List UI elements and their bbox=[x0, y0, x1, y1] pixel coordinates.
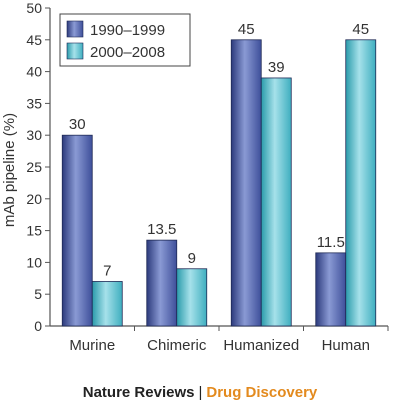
legend-label: 1990–1999 bbox=[90, 22, 165, 39]
journal-name: Drug Discovery bbox=[206, 384, 318, 401]
y-tick-label: 45 bbox=[26, 32, 42, 48]
data-label: 45 bbox=[238, 21, 255, 38]
bar-0-1 bbox=[146, 239, 178, 327]
y-tick-label: 5 bbox=[34, 286, 42, 302]
publisher-name: Nature Reviews bbox=[82, 384, 195, 401]
bars: 30 7 13.5 9 45 39 11.5 45 bbox=[61, 21, 377, 327]
bar-0-3 bbox=[315, 252, 347, 327]
legend-swatch bbox=[66, 42, 84, 60]
x-tick-label: Humanized bbox=[223, 337, 299, 354]
data-label: 7 bbox=[103, 262, 111, 279]
bar-1-2 bbox=[260, 77, 292, 327]
legend: 1990–1999 2000–2008 bbox=[59, 13, 191, 67]
y-tick-label: 30 bbox=[26, 127, 42, 143]
bar-0-0 bbox=[61, 134, 93, 327]
data-label: 9 bbox=[188, 250, 196, 267]
axes: 0 5 10 15 20 25 30 35 40 45 50 Murine Chimeric Humani… bbox=[26, 0, 389, 354]
y-tick-label: 20 bbox=[26, 191, 42, 207]
y-tick-label: 40 bbox=[26, 64, 42, 80]
bar-chart: 0 5 10 15 20 25 30 35 40 45 50 Murine Chimeric Humani… bbox=[1, 0, 389, 354]
footer: Nature Reviews | Drug Discovery bbox=[0, 384, 400, 406]
y-tick-label: 35 bbox=[26, 95, 42, 111]
y-tick-label: 0 bbox=[34, 318, 42, 334]
y-tick-label: 25 bbox=[26, 159, 42, 175]
legend-label: 2000–2008 bbox=[90, 44, 165, 61]
bar-1-0 bbox=[91, 281, 123, 327]
data-label: 30 bbox=[69, 116, 86, 133]
y-tick-label: 15 bbox=[26, 223, 42, 239]
data-label: 11.5 bbox=[317, 234, 345, 251]
bar-1-3 bbox=[345, 39, 377, 327]
bar-0-2 bbox=[230, 39, 262, 327]
y-tick-label: 10 bbox=[26, 254, 42, 270]
y-axis-label: mAb pipeline (%) bbox=[1, 113, 18, 227]
x-tick-label: Human bbox=[322, 337, 370, 354]
data-label: 39 bbox=[268, 59, 285, 76]
x-tick-label: Chimeric bbox=[147, 337, 207, 354]
x-tick-label: Murine bbox=[69, 337, 115, 354]
bar-1-1 bbox=[176, 268, 208, 327]
data-label: 13.5 bbox=[147, 221, 176, 238]
legend-swatch bbox=[66, 20, 84, 38]
footer-separator: | bbox=[198, 384, 203, 401]
data-label: 45 bbox=[352, 21, 369, 38]
y-tick-label: 50 bbox=[26, 0, 42, 16]
